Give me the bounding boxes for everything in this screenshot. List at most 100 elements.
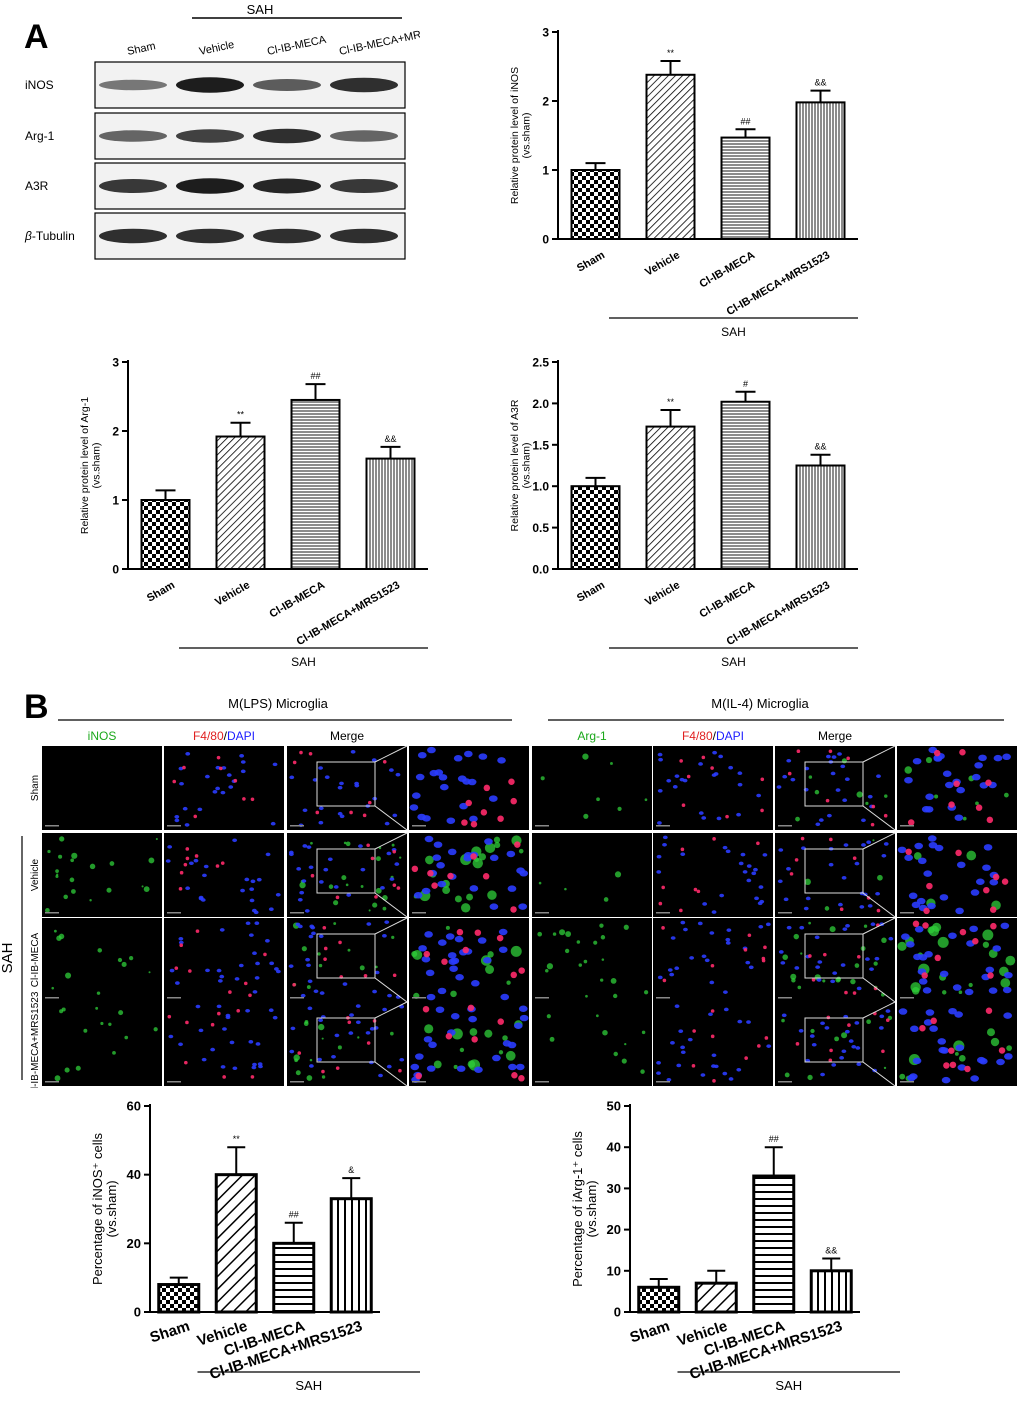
panel-a-label: A [24,18,49,56]
y-tick-label: 2.0 [532,397,549,411]
blot-band [176,228,244,244]
micrograph-tile [42,1002,162,1086]
y-tick-label: 1 [542,164,549,178]
western-blot: SAH Sham Vehicle Cl-IB-MECA Cl-IB-MECA+MRS15… [24,2,420,260]
significance-mark: && [814,442,826,452]
bar [157,1283,201,1314]
bar [809,1269,853,1314]
micrograph-tile [653,833,773,917]
y-tick-label: 0 [134,1305,141,1320]
category-label: Cl-IB-MECA [698,249,757,290]
y-axis-label-sub: (vs.sham) [584,1180,599,1237]
bar [795,101,846,240]
y-tick-label: 10 [607,1263,621,1278]
micrograph-tile [775,917,896,1003]
chart-inos-percentage: 0 20 40 60 Percentage of iNOS⁺ cells (vs.sham… [90,1099,420,1393]
micrograph-tile [532,746,652,830]
y-tick-label: 0 [614,1305,621,1320]
micrograph-tile [897,918,1017,1002]
y-axis-label: Relative protein level of iNOS [509,67,521,204]
blot-lane-label: Sham [126,40,157,58]
micrograph-tile [897,833,1017,917]
significance-mark: # [743,379,748,389]
column-header: F4/80/DAPI [682,729,744,743]
micrograph-tile [775,832,896,918]
bar [720,136,771,240]
micrograph-tile [42,833,162,917]
row-label: Vehicle [30,858,41,891]
micrograph-tile [409,1002,529,1086]
blot-band [253,128,321,144]
bar [752,1174,796,1314]
micrograph-tile [409,833,529,917]
micrograph-tile [897,1002,1017,1086]
bar [329,1197,373,1314]
blot-band [99,228,167,244]
bar [140,499,191,570]
micrograph-tile [409,746,529,830]
y-axis-label-sub: (vs.sham) [521,112,533,158]
group-label: SAH [295,1378,322,1393]
bar [645,73,696,240]
blot-band [99,130,167,142]
bar [290,398,341,571]
blot-band [176,129,244,143]
blot-protein-label: β-Tubulin [24,229,75,243]
y-tick-label: 2 [112,425,119,439]
category-label: Sham [575,249,607,274]
column-header: Merge [818,729,852,743]
significance-mark: ** [233,1134,241,1144]
column-header: Merge [330,729,364,743]
significance-mark: ## [740,116,750,126]
y-tick-label: 20 [127,1236,141,1251]
micrograph-tile [532,918,652,1002]
row-label: Sham [30,775,41,801]
row-label: Cl-IB-MECA+MRS1523 [30,991,41,1088]
micrograph-tile [287,1001,408,1087]
micrograph-tile [653,918,773,1002]
blot-band [176,77,244,93]
y-tick-label: 0.0 [532,563,549,577]
significance-mark: && [384,434,396,444]
blot-protein-label: iNOS [25,78,54,92]
chart-arg1-percentage: 0 10 20 30 40 50 Percentage of iArg-1⁺ cells (v… [570,1099,900,1393]
micrograph-tile [42,918,162,1002]
significance-mark: ** [237,410,245,420]
blot-band [253,178,321,194]
micrograph-tile [164,918,284,1002]
micrograph-tile [287,917,408,1003]
category-label: Sham [148,1318,192,1347]
y-tick-label: 2 [542,95,549,109]
group-left-label: M(LPS) Microglia [228,696,328,711]
y-tick-label: 0 [112,563,119,577]
y-tick-label: 40 [127,1167,141,1182]
column-header: Arg-1 [577,729,607,743]
significance-mark: ** [667,48,675,58]
blot-band [330,228,398,244]
y-axis-label-sub: (vs.sham) [521,442,533,488]
y-tick-label: 50 [607,1099,621,1114]
bar [645,425,696,570]
significance-mark: ## [289,1210,299,1220]
y-tick-label: 2.5 [532,356,549,370]
micrograph-tile [164,833,284,917]
group-right-label: M(IL-4) Microglia [711,696,809,711]
blot-band [99,79,167,91]
category-label: Vehicle [213,579,252,608]
category-label: Vehicle [643,249,682,278]
micrograph-tile [897,746,1017,830]
group-label: SAH [775,1378,802,1393]
y-tick-label: 20 [607,1222,621,1237]
micrograph-tile [653,1002,773,1086]
category-label: Cl-IB-MECA [268,579,327,620]
category-label: Vehicle [643,579,682,608]
y-tick-label: 0 [542,233,549,247]
category-label: Sham [145,579,177,604]
blot-lane-label: Cl-IB-MECA [266,34,328,58]
blot-band [330,179,398,193]
y-axis-label: Percentage of iNOS⁺ cells [90,1132,105,1285]
bar [795,464,846,570]
chart-a3r-protein: 0.0 0.5 1.0 1.5 2.0 2.5 Relative protein level… [509,356,858,669]
blot-band [253,79,321,91]
blot-band [253,228,321,244]
